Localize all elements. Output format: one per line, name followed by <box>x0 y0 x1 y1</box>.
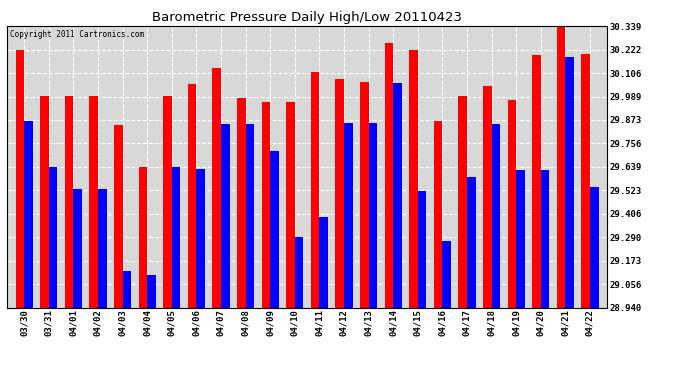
Bar <box>40 96 49 308</box>
Bar <box>286 102 295 308</box>
Bar <box>98 189 106 308</box>
Bar <box>508 100 516 308</box>
Bar <box>532 55 541 308</box>
Bar <box>295 237 304 308</box>
Bar <box>15 50 24 308</box>
Bar <box>590 187 599 308</box>
Bar <box>197 169 205 308</box>
Bar <box>123 272 131 308</box>
Bar <box>483 86 491 308</box>
Bar <box>89 96 98 308</box>
Bar <box>344 123 353 308</box>
Bar <box>188 84 197 308</box>
Bar <box>24 120 32 308</box>
Bar <box>262 102 270 308</box>
Bar <box>434 120 442 308</box>
Bar <box>384 43 393 308</box>
Bar <box>491 123 500 308</box>
Bar <box>565 57 574 308</box>
Bar <box>213 68 221 308</box>
Bar <box>139 167 147 308</box>
Title: Barometric Pressure Daily High/Low 20110423: Barometric Pressure Daily High/Low 20110… <box>152 11 462 24</box>
Bar <box>557 22 565 307</box>
Bar <box>319 217 328 308</box>
Bar <box>582 54 590 307</box>
Bar <box>541 170 549 308</box>
Bar <box>458 96 467 308</box>
Bar <box>221 123 230 308</box>
Bar <box>237 98 246 308</box>
Bar <box>409 50 417 308</box>
Bar <box>49 167 57 308</box>
Bar <box>393 83 402 308</box>
Bar <box>246 123 254 308</box>
Bar <box>172 167 180 308</box>
Bar <box>147 275 156 308</box>
Bar <box>442 241 451 308</box>
Bar <box>467 177 475 308</box>
Bar <box>73 189 82 308</box>
Bar <box>516 170 525 308</box>
Bar <box>335 80 344 308</box>
Bar <box>417 191 426 308</box>
Bar <box>65 96 73 308</box>
Bar <box>114 124 123 308</box>
Bar <box>270 151 279 308</box>
Text: Copyright 2011 Cartronics.com: Copyright 2011 Cartronics.com <box>10 30 144 39</box>
Bar <box>360 82 368 308</box>
Bar <box>368 123 377 308</box>
Bar <box>310 72 319 308</box>
Bar <box>163 96 172 308</box>
